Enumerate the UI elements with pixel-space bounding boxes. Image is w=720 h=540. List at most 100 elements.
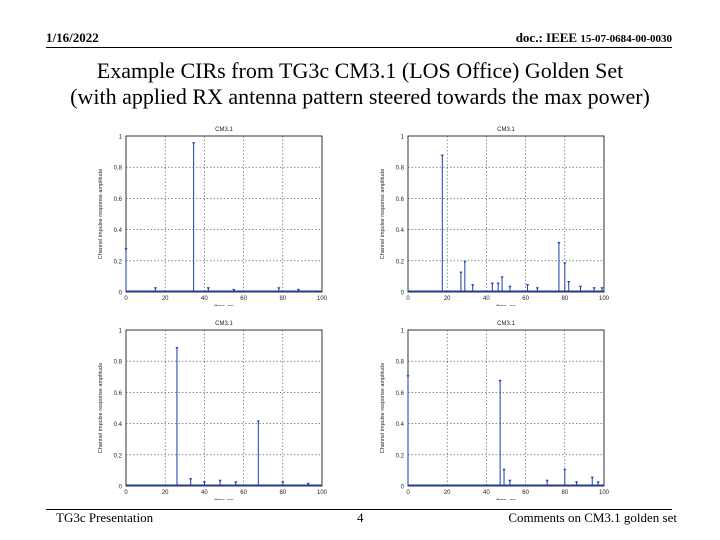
stem-marker: [500, 276, 504, 279]
stem-marker: [192, 142, 196, 145]
stem-marker: [471, 284, 475, 287]
x-tick-label: 100: [317, 490, 328, 496]
slide-title-line2: (with applied RX antenna pattern steered…: [70, 84, 650, 109]
x-tick-label: 0: [406, 296, 410, 302]
y-tick-label: 1: [401, 135, 405, 141]
y-tick-label: 0.6: [396, 391, 405, 397]
stem-marker: [600, 287, 604, 290]
y-tick-label: 0.4: [396, 228, 405, 234]
stem-marker: [189, 478, 193, 481]
footer-rule: [46, 509, 672, 510]
x-tick-label: 60: [240, 490, 247, 496]
stem-marker: [563, 262, 567, 265]
footer-left: TG3c Presentation: [56, 510, 154, 525]
stem-marker: [578, 285, 583, 289]
y-tick-label: 0.2: [114, 453, 123, 459]
x-tick-label: 100: [599, 296, 610, 302]
slide-title: Example CIRs from TG3c CM3.1 (LOS Office…: [0, 58, 720, 110]
y-tick-label: 1: [119, 135, 123, 141]
stem-marker: [153, 287, 157, 290]
x-axis-label: time, ns: [496, 304, 516, 306]
stem-marker: [440, 154, 444, 158]
stem-marker: [202, 481, 206, 484]
x-tick-label: 20: [444, 296, 451, 302]
x-axis-label: time, ns: [214, 304, 234, 306]
y-tick-label: 0.6: [114, 391, 123, 397]
x-tick-label: 20: [162, 296, 169, 302]
y-axis-label: Channel impulse response amplitude: [98, 363, 104, 454]
stem-marker: [281, 481, 285, 484]
x-tick-label: 0: [124, 490, 128, 496]
stem-marker: [463, 260, 467, 264]
y-tick-label: 0.8: [396, 166, 405, 172]
stem-marker: [124, 248, 128, 251]
plot-title: CM3.1: [215, 321, 233, 327]
stem-marker: [234, 481, 238, 484]
y-tick-label: 1: [119, 329, 123, 335]
stem-marker: [563, 468, 567, 472]
x-tick-label: 100: [317, 296, 328, 302]
stem-marker: [277, 287, 281, 290]
x-tick-label: 60: [240, 296, 247, 302]
stem-marker: [567, 281, 571, 284]
stem-marker: [596, 481, 600, 484]
stem-marker: [296, 288, 301, 292]
stem-marker: [574, 481, 579, 484]
y-tick-label: 0.6: [396, 197, 405, 203]
y-tick-label: 0: [119, 485, 123, 491]
stem-marker: [490, 282, 494, 286]
y-tick-label: 0.8: [114, 166, 123, 172]
plot-title: CM3.1: [497, 321, 515, 327]
header-date: 1/16/2022: [46, 30, 99, 45]
x-tick-label: 80: [561, 490, 568, 496]
y-tick-label: 0.4: [114, 228, 123, 234]
x-tick-label: 100: [599, 490, 610, 496]
y-tick-label: 0.8: [114, 360, 123, 366]
stem-marker: [557, 242, 561, 245]
x-tick-label: 40: [201, 296, 208, 302]
x-tick-label: 80: [279, 296, 286, 302]
cir-plot-top-left: 0 0.2 0.4 0.6 0.8 1 0 20 40 60 80 100 CM3.1 time, ns C…: [98, 127, 328, 306]
y-tick-label: 0: [401, 485, 405, 491]
y-axis-label: Channel impulse response amplitude: [380, 169, 386, 260]
stem-marker: [508, 285, 512, 289]
plot-frame: [125, 135, 323, 293]
x-tick-label: 40: [201, 490, 208, 496]
stem-marker: [592, 287, 596, 290]
plot-frame: [407, 329, 605, 487]
y-tick-label: 0: [401, 291, 405, 297]
x-tick-label: 20: [444, 490, 451, 496]
plot-frame: [125, 329, 323, 487]
x-tick-label: 20: [162, 490, 169, 496]
stem-marker: [406, 375, 410, 378]
plot-frame: [407, 135, 605, 293]
stem-marker: [498, 379, 502, 383]
stem-marker: [175, 347, 179, 350]
stem-marker: [232, 288, 236, 292]
x-tick-label: 40: [483, 296, 490, 302]
x-tick-label: 60: [522, 490, 529, 496]
x-tick-label: 80: [279, 490, 286, 496]
stem-marker: [525, 284, 530, 287]
stem-marker: [496, 282, 500, 286]
x-axis-label: time, ns: [214, 498, 234, 500]
cir-plot-top-right: 0 0.2 0.4 0.6 0.8 1 0 20 40 60 80 100 CM3.1 time, ns C…: [380, 127, 610, 306]
x-tick-label: 80: [561, 296, 568, 302]
header-rule: [46, 47, 672, 48]
stem-marker: [459, 271, 463, 275]
cir-plot-bottom-right: 0 0.2 0.4 0.6 0.8 1 0 20 40 60 80 100 CM3.1 time, ns C…: [380, 321, 610, 500]
header-doc-number: 15-07-0684-00-0030: [580, 33, 672, 45]
y-tick-label: 0: [119, 291, 123, 297]
stem-marker: [508, 479, 512, 483]
x-tick-label: 0: [406, 490, 410, 496]
header-doc-prefix: doc.: IEEE: [515, 30, 578, 45]
stem-marker: [535, 287, 539, 290]
page-number: 4: [357, 510, 364, 525]
slide-title-line1: Example CIRs from TG3c CM3.1 (LOS Office…: [96, 58, 624, 83]
cir-plot-bottom-left: 0 0.2 0.4 0.6 0.8 1 0 20 40 60 80 100 CM3.1 time, ns C…: [98, 321, 328, 500]
stem-marker: [545, 479, 549, 483]
x-tick-label: 40: [483, 490, 490, 496]
x-tick-label: 60: [522, 296, 529, 302]
stem-marker: [306, 482, 310, 486]
y-tick-label: 0.8: [396, 360, 405, 366]
